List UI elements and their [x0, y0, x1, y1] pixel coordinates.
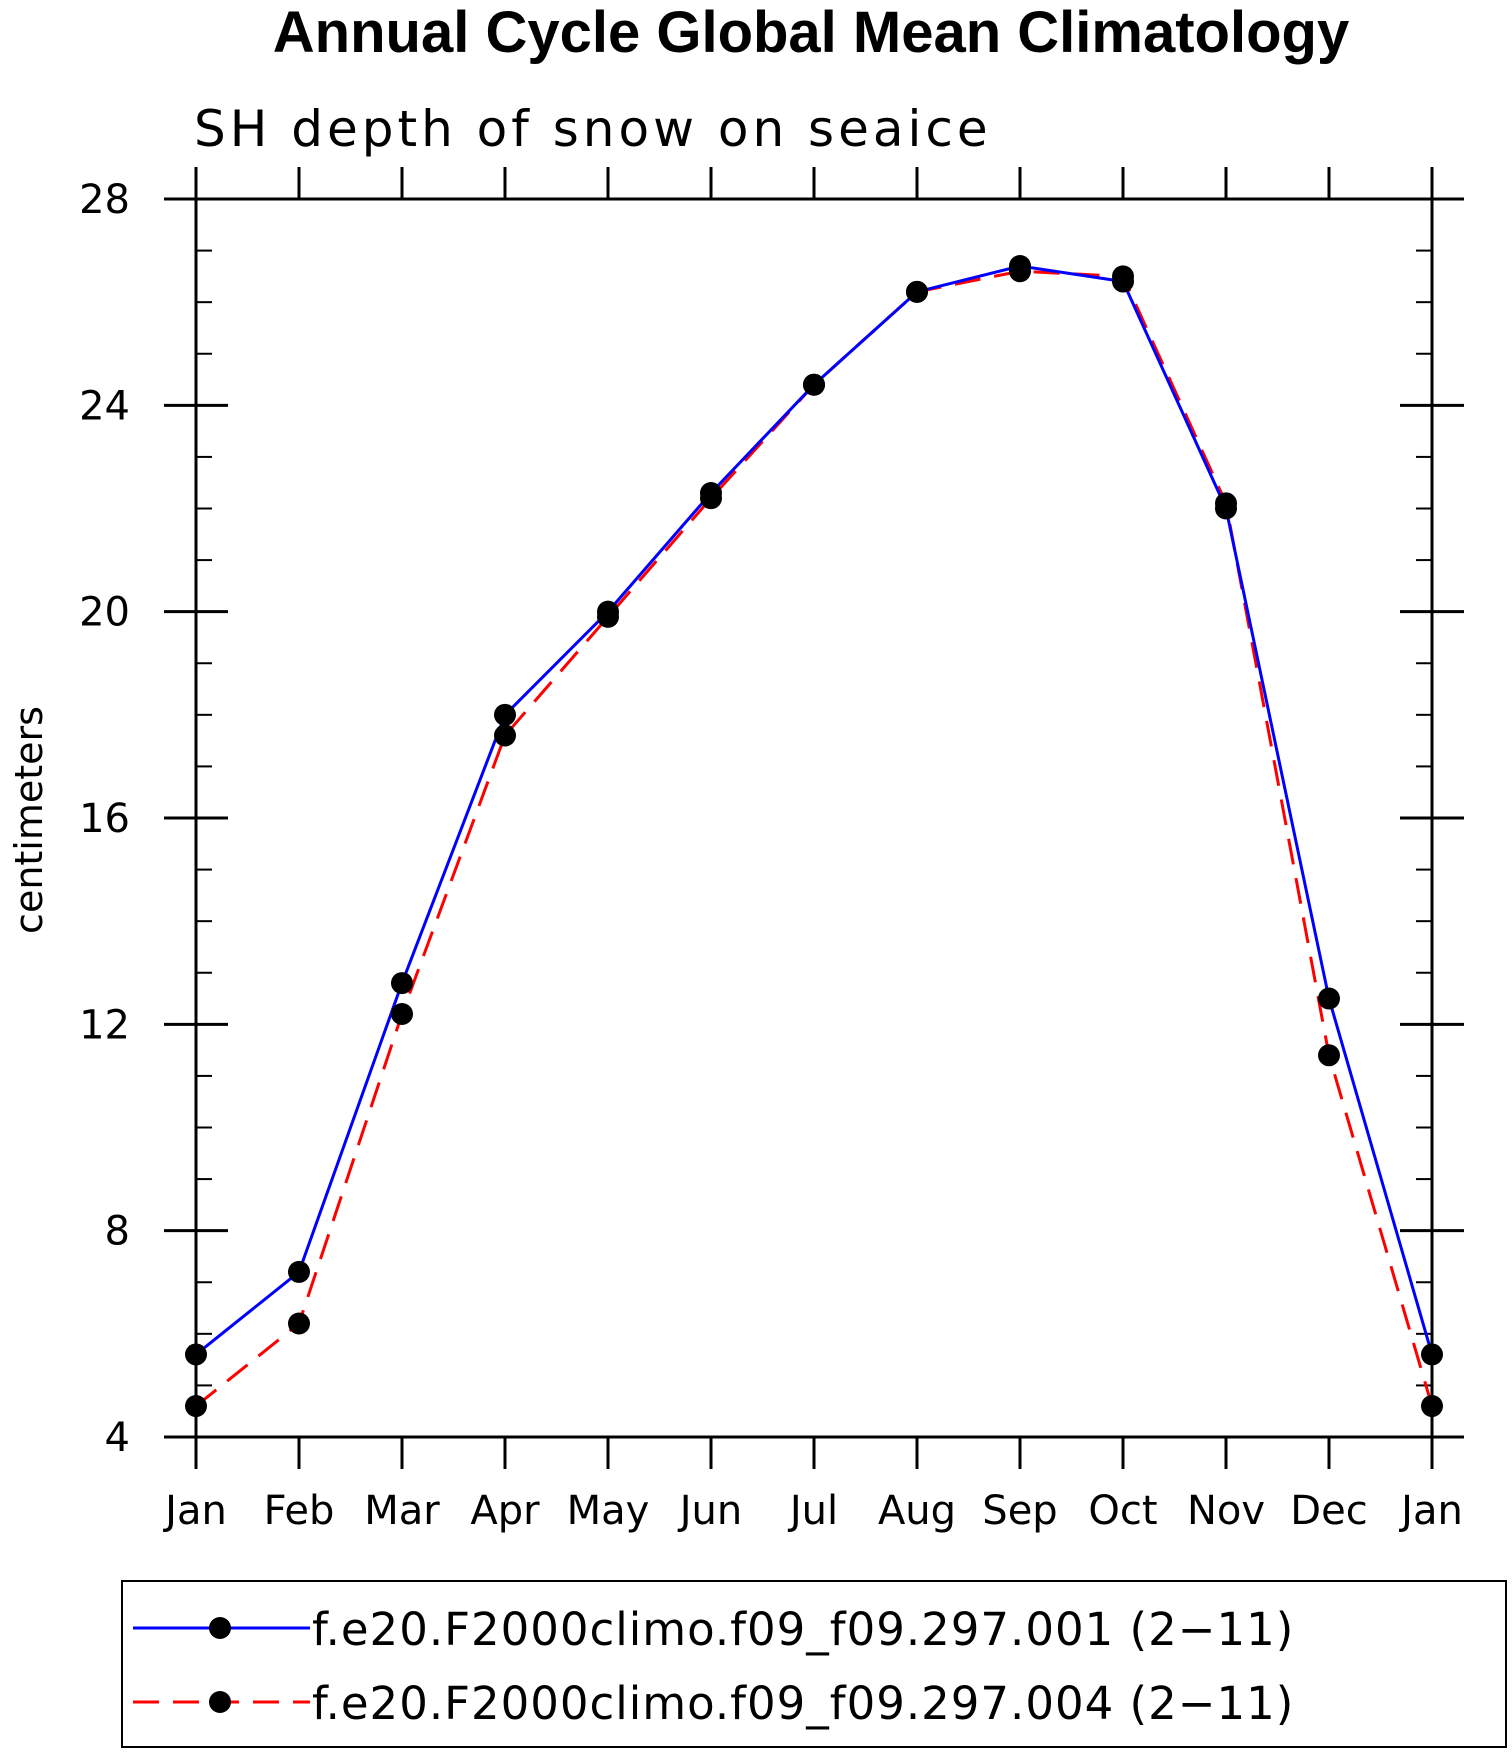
x-tick-label: Oct [1088, 1488, 1157, 1534]
data-point-series-1 [391, 972, 413, 995]
series-line-1 [195, 264, 1434, 1356]
data-point-series-2 [1112, 265, 1134, 288]
data-point-series-2 [906, 280, 928, 303]
data-point-series-1 [494, 703, 516, 726]
data-point-series-2 [597, 605, 619, 628]
data-point-series-2 [1009, 260, 1031, 283]
x-tick-label: Jan [162, 1488, 227, 1534]
y-tick-label: 12 [79, 1002, 130, 1048]
x-tick-label: Jun [677, 1488, 743, 1534]
data-point-series-2 [494, 724, 516, 747]
legend: f.e20.F2000climo.f09_f09.297.001 (2−11) … [121, 1580, 1507, 1748]
legend-marker-series-2 [209, 1691, 231, 1713]
x-tick-label: Feb [264, 1488, 335, 1534]
data-point-series-2 [1318, 1044, 1340, 1067]
x-tick-label: May [567, 1488, 650, 1534]
series-line-2 [195, 269, 1434, 1408]
data-point-series-1 [1318, 987, 1340, 1010]
y-axis-label: centimeters [7, 706, 51, 934]
y-tick-label: 8 [105, 1209, 130, 1255]
y-tick-label: 4 [105, 1415, 130, 1461]
y-tick-labels: 4 8 12 16 20 24 28 [79, 177, 130, 1461]
data-point-series-2 [391, 1003, 413, 1026]
x-tick-label: Dec [1290, 1488, 1367, 1534]
x-tick-label: Sep [982, 1488, 1057, 1534]
data-point-series-2 [288, 1312, 310, 1335]
legend-label-series-2: f.e20.F2000climo.f09_f09.297.004 (2−11) [312, 1677, 1294, 1730]
y-tick-label: 16 [79, 796, 130, 842]
y-tick-label: 28 [79, 177, 130, 223]
x-tick-label: Aug [878, 1488, 956, 1534]
x-tick-label: Jul [787, 1488, 838, 1534]
data-point-series-1 [185, 1343, 207, 1366]
series-layer [185, 255, 1443, 1418]
axis-ticks [164, 167, 1464, 1469]
y-tick-label: 24 [79, 383, 130, 429]
legend-box [121, 1580, 1507, 1748]
legend-label-series-1: f.e20.F2000climo.f09_f09.297.001 (2−11) [312, 1603, 1294, 1656]
data-point-series-2 [1421, 1395, 1443, 1418]
chart-subtitle: SH depth of snow on seaice [194, 100, 992, 158]
data-point-series-1 [1421, 1343, 1443, 1366]
legend-marker-series-1 [209, 1617, 231, 1639]
x-tick-label: Nov [1187, 1488, 1265, 1534]
data-point-series-2 [803, 373, 825, 396]
x-tick-labels: Jan Feb Mar Apr May Jun Jul Aug Sep Oct Nov Dec Jan [162, 1488, 1463, 1534]
data-point-series-2 [185, 1395, 207, 1418]
chart-title: Annual Cycle Global Mean Climatology [273, 0, 1349, 65]
data-point-series-2 [1215, 492, 1237, 515]
data-point-series-2 [700, 487, 722, 510]
x-tick-label: Apr [470, 1488, 540, 1534]
y-tick-label: 20 [79, 590, 130, 636]
x-tick-label: Mar [364, 1488, 440, 1534]
x-tick-label: Jan [1398, 1488, 1463, 1534]
data-point-series-1 [288, 1260, 310, 1283]
